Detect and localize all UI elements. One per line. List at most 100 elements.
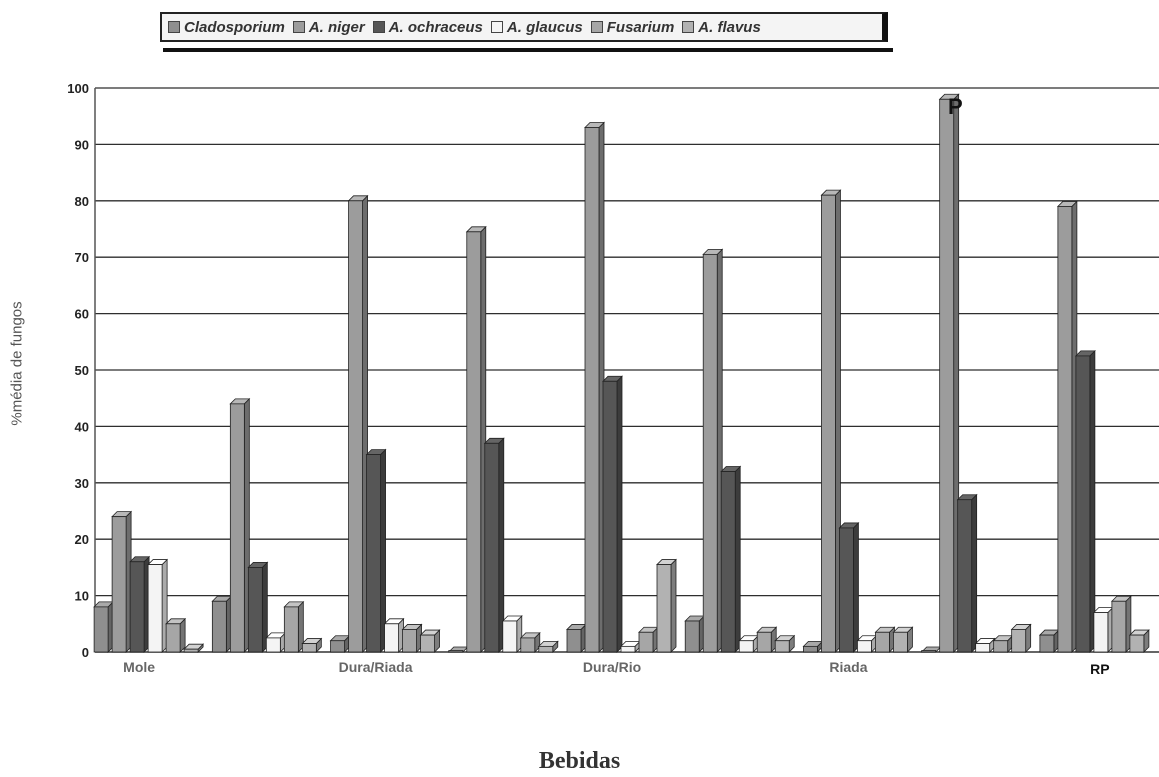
bar (383, 617, 405, 653)
bar (656, 558, 677, 653)
legend-item: A. glaucus (490, 19, 583, 36)
bar-front (921, 650, 937, 653)
bar-front (129, 561, 145, 653)
bar-front (93, 606, 109, 653)
legend-swatch (292, 21, 305, 33)
x-tick-label: RP (1090, 661, 1109, 677)
bar (756, 626, 778, 653)
bar (519, 631, 541, 653)
bar-side (179, 617, 186, 653)
bars (93, 93, 1150, 653)
bar-side (1089, 349, 1096, 653)
legend-swatch (372, 21, 385, 33)
bar (501, 615, 523, 653)
bar-front (975, 643, 991, 653)
bar-front (229, 403, 245, 653)
bar-front (301, 643, 317, 653)
bar-front (857, 640, 872, 653)
legend-label: A. niger (308, 18, 365, 36)
bar-side (616, 375, 623, 653)
bar-side (853, 521, 859, 653)
bar (329, 634, 351, 653)
bar (974, 637, 996, 653)
bar (1110, 595, 1132, 653)
bar-front (265, 637, 281, 653)
legend-underline (163, 48, 893, 52)
legend: Cladosporium A. niger A. ochraceus A. glauc… (160, 12, 888, 42)
bar-front (821, 194, 836, 653)
legend-item: A. flavus (682, 19, 761, 36)
bar-front (774, 640, 790, 653)
annotation-p: P (948, 94, 963, 119)
bar-front (283, 606, 299, 653)
bar (229, 397, 251, 653)
bar-front (738, 640, 754, 653)
bar-front (566, 629, 582, 653)
bar (111, 510, 133, 653)
bar-front (502, 620, 518, 653)
bar-front (1075, 355, 1091, 653)
bar (265, 631, 287, 653)
bar (183, 643, 205, 653)
legend-swatch (590, 21, 603, 33)
bar-front (893, 631, 908, 653)
bar-front (484, 442, 500, 653)
legend-label: Cladosporium (184, 18, 285, 36)
bar-front (183, 648, 199, 653)
y-tick-label: 20 (75, 532, 89, 547)
bar-front (1057, 206, 1073, 653)
bar (684, 615, 706, 653)
y-axis-label: %média de fungos (8, 301, 26, 426)
bar (856, 634, 878, 653)
bar-front (1093, 612, 1109, 653)
legend-label: A. ochraceus (388, 18, 483, 36)
bar (465, 225, 487, 653)
bar (1010, 623, 1032, 653)
bar (1056, 200, 1078, 653)
bar-front (520, 637, 536, 653)
x-tick-label: Mole (123, 659, 155, 675)
bar (720, 465, 742, 653)
x-axis-label: Bebidas (538, 748, 621, 774)
bar (537, 640, 559, 653)
legend-item: A. niger (292, 18, 365, 36)
bar (602, 375, 623, 653)
bar-front (247, 567, 263, 653)
x-tick-label: Riada (829, 659, 867, 675)
y-tick-label: 0 (82, 645, 89, 660)
legend-swatch (682, 21, 695, 33)
bar-front (756, 631, 772, 653)
bar-front (1111, 600, 1127, 653)
bar (638, 626, 659, 653)
legend-swatch (490, 21, 503, 33)
legend-item: Cladosporium (168, 19, 285, 36)
bar (892, 626, 914, 653)
bar-front (1129, 634, 1145, 653)
bar-front (957, 499, 973, 653)
bar-front (111, 516, 127, 653)
legend-item: Fusarium (590, 18, 675, 36)
legend-item: A. ochraceus (372, 18, 483, 36)
bar-front (656, 564, 672, 653)
bar (738, 634, 760, 653)
bar (419, 629, 441, 653)
bar-front (402, 629, 417, 653)
bar-front (147, 564, 163, 653)
x-tick-label: Dura/Rio (583, 659, 641, 675)
bar (365, 448, 387, 653)
bar (992, 634, 1014, 653)
bar-side (971, 493, 978, 653)
bar-front (538, 645, 554, 653)
bar-front (584, 127, 600, 653)
bar-front (1011, 629, 1027, 653)
bar-front (993, 640, 1009, 653)
y-tick-label: 40 (75, 419, 89, 434)
y-tick-label: 50 (75, 363, 89, 378)
bar (838, 521, 860, 653)
bar (956, 493, 978, 653)
bar-front (939, 98, 955, 653)
bar-side (670, 558, 677, 653)
bar-front (638, 631, 654, 653)
y-tick-label: 90 (75, 137, 89, 152)
legend-label: Fusarium (606, 18, 675, 36)
